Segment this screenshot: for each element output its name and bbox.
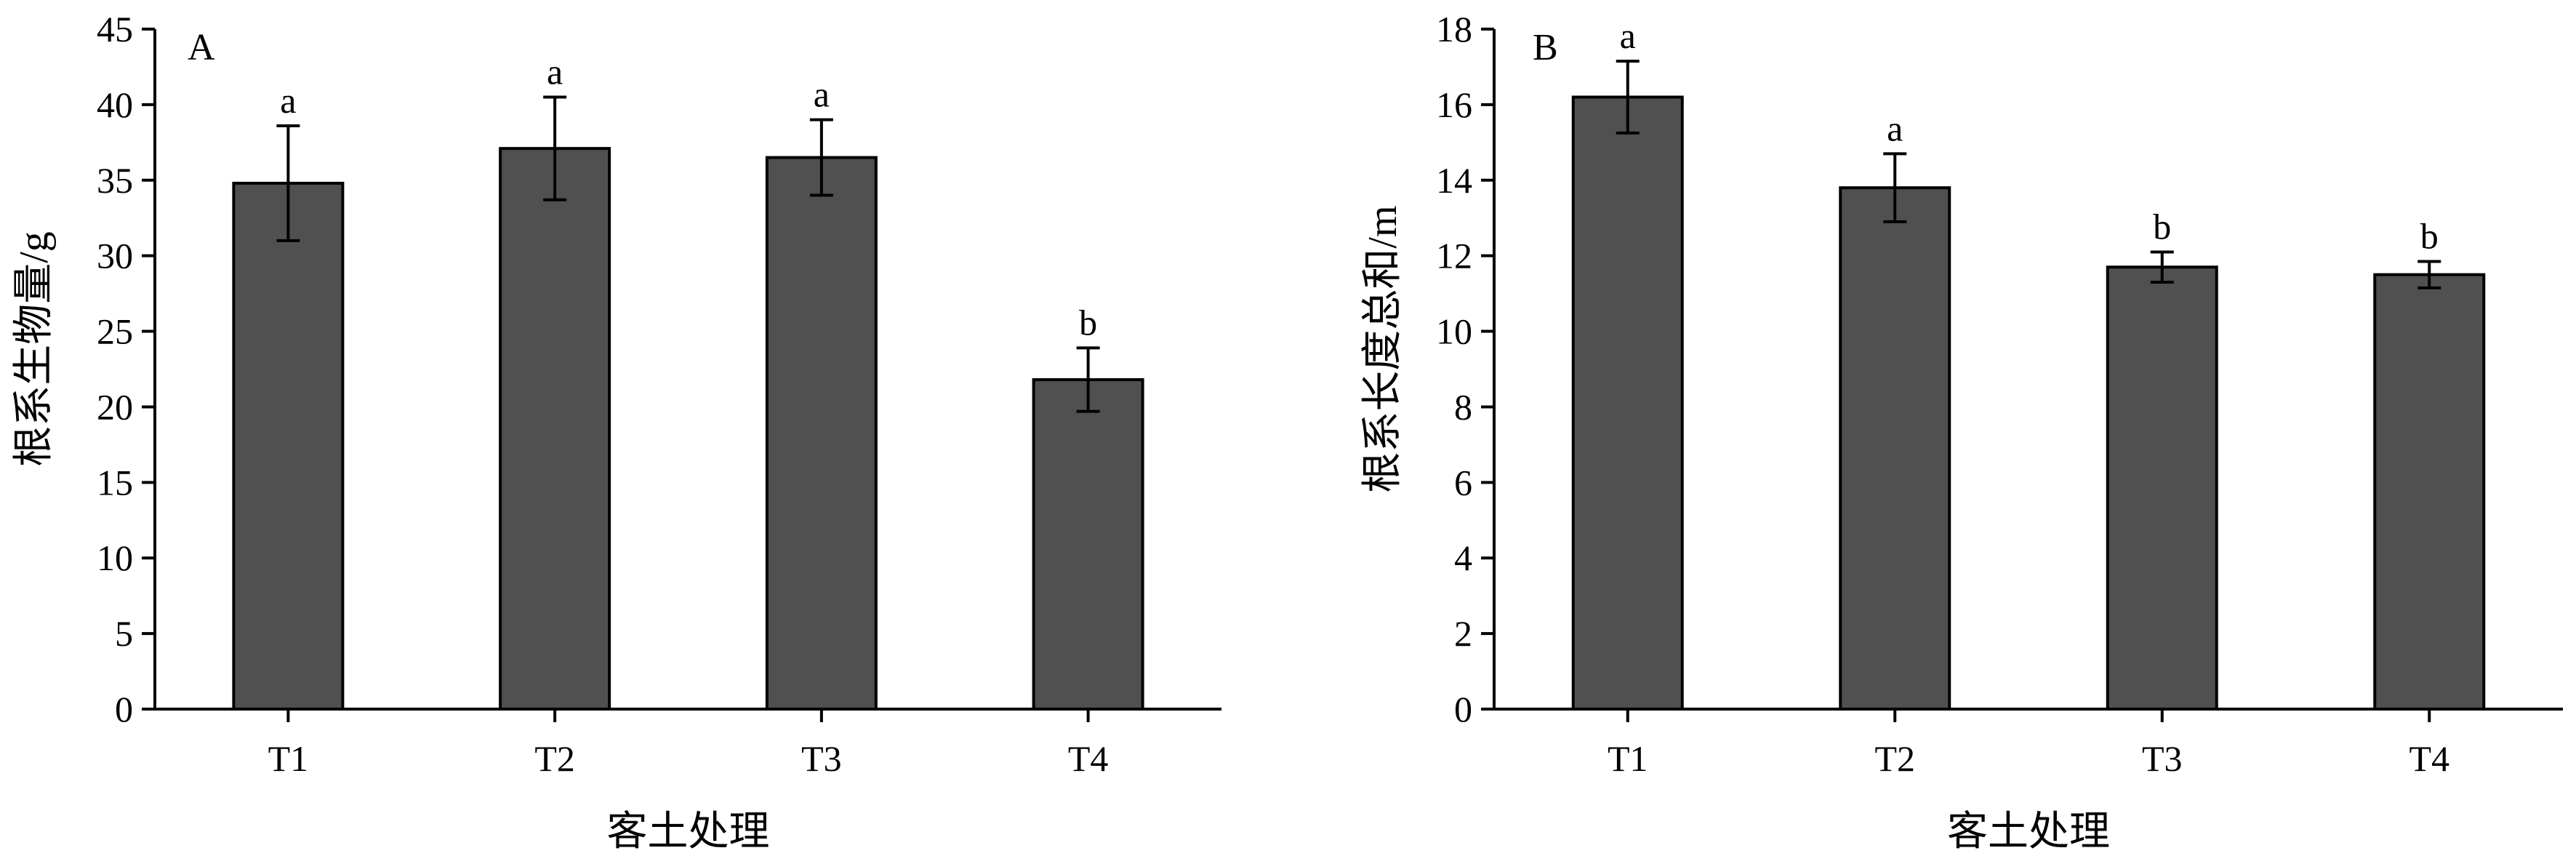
- panel-label: A: [188, 27, 215, 68]
- x-tick-label: T4: [2409, 738, 2449, 779]
- bar-t4: [2373, 273, 2486, 711]
- y-tick-label: 12: [1436, 236, 1472, 276]
- bar-t2: [499, 147, 611, 711]
- y-tick-label: 18: [1436, 9, 1472, 49]
- significance-letter: a: [814, 74, 830, 115]
- x-axis-title: 客土处理: [1947, 809, 2110, 855]
- y-tick-label: 6: [1454, 462, 1472, 503]
- y-tick-label: 0: [115, 689, 133, 729]
- significance-letter: a: [280, 80, 296, 121]
- x-axis-title: 客土处理: [607, 809, 770, 855]
- y-tick-label: 35: [97, 160, 133, 201]
- x-tick-label: T1: [268, 738, 309, 779]
- y-tick-label: 45: [97, 9, 133, 49]
- x-tick-label: T4: [1068, 738, 1109, 779]
- y-tick-label: 40: [97, 84, 133, 125]
- y-tick-label: 14: [1436, 160, 1472, 201]
- bar-t1: [1571, 95, 1684, 711]
- chart-panel-b: 0 2 4 6 8 10 12 14 16 18 a T1 a T2 b T3 b T4 B 客土处理 根系长度总和/m: [1360, 9, 2563, 855]
- y-tick-label: 0: [1454, 689, 1472, 729]
- y-axis-title: 根系长度总和/m: [1360, 205, 1405, 492]
- y-tick-label: 10: [1436, 311, 1472, 352]
- y-tick-label: 30: [97, 236, 133, 276]
- significance-letter: b: [2153, 206, 2171, 247]
- bar-t2: [1839, 186, 1951, 711]
- y-tick-label: 16: [1436, 84, 1472, 125]
- y-tick-label: 5: [115, 613, 133, 654]
- bar-t4: [1032, 378, 1144, 711]
- bar-t1: [232, 181, 345, 711]
- y-tick-label: 8: [1454, 386, 1472, 427]
- x-tick-label: T2: [1874, 738, 1915, 779]
- y-tick-label: 2: [1454, 613, 1472, 654]
- y-tick-label: 20: [97, 386, 133, 427]
- y-axis-title: 根系生物量/g: [12, 231, 57, 467]
- x-tick-label: T1: [1608, 738, 1648, 779]
- x-tick-label: T3: [801, 738, 842, 779]
- bar-t3: [765, 156, 878, 711]
- x-tick-label: T2: [534, 738, 575, 779]
- y-tick-label: 4: [1454, 537, 1472, 578]
- y-tick-label: 10: [97, 537, 133, 578]
- significance-letter: a: [1887, 108, 1903, 148]
- panel-label: B: [1533, 27, 1558, 68]
- y-tick-label: 25: [97, 311, 133, 352]
- significance-letter: b: [1079, 302, 1097, 343]
- significance-letter: a: [1620, 15, 1636, 56]
- significance-letter: b: [2420, 215, 2439, 256]
- significance-letter: a: [547, 52, 563, 92]
- x-tick-label: T3: [2142, 738, 2183, 779]
- y-tick-label: 15: [97, 462, 133, 503]
- bar-t3: [2106, 265, 2218, 711]
- chart-panel-a: 0 5 10 15 20 25 30 35 40 45 a T1 a T2 a T3 b T4 A 客土处理 根系生物量…: [12, 9, 1221, 855]
